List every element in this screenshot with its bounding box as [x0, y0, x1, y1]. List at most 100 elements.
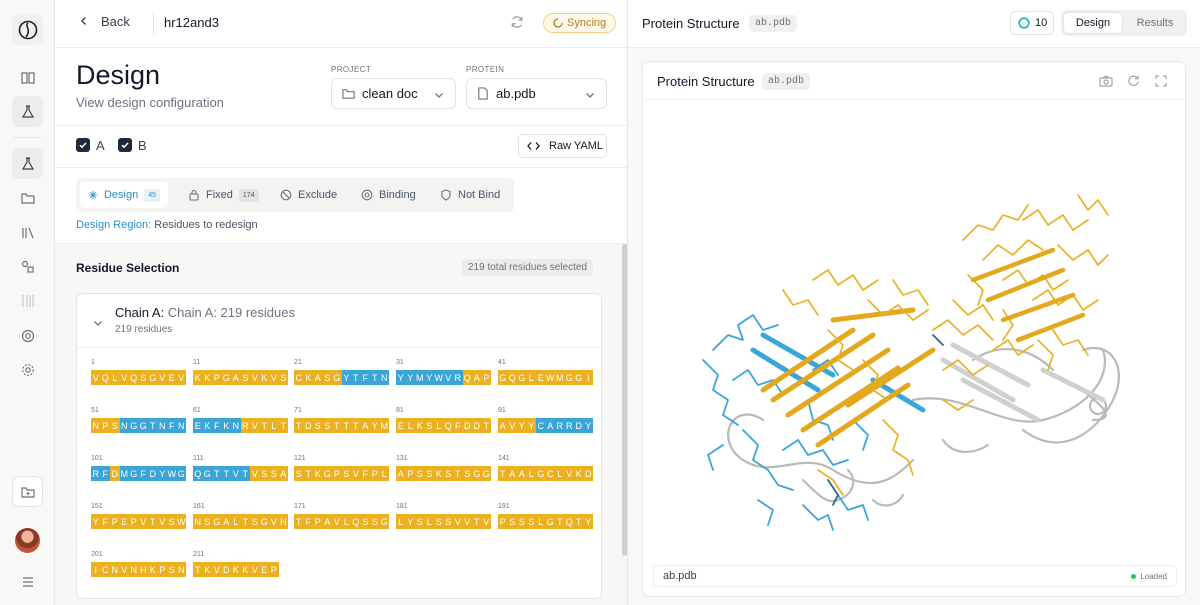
residue[interactable]: L: [526, 370, 536, 385]
residue[interactable]: L: [110, 370, 120, 385]
residue[interactable]: K: [193, 370, 203, 385]
design-toggle-button[interactable]: Design: [1063, 12, 1123, 34]
residue[interactable]: W: [176, 514, 186, 529]
residue[interactable]: L: [555, 466, 565, 481]
residue[interactable]: I: [583, 370, 593, 385]
residue[interactable]: K: [574, 466, 584, 481]
residue[interactable]: M: [379, 418, 389, 433]
residue[interactable]: R: [564, 418, 574, 433]
residue[interactable]: D: [110, 466, 120, 481]
residue[interactable]: L: [269, 418, 279, 433]
residue[interactable]: C: [536, 418, 546, 433]
residue[interactable]: V: [250, 418, 260, 433]
folder-icon[interactable]: [12, 182, 43, 213]
support-icon[interactable]: [12, 320, 43, 351]
molecule-viewer[interactable]: [643, 100, 1187, 565]
residue[interactable]: D: [221, 562, 231, 577]
residue[interactable]: G: [148, 370, 158, 385]
residue[interactable]: Q: [100, 370, 110, 385]
residue[interactable]: Q: [443, 418, 453, 433]
residue[interactable]: D: [148, 466, 158, 481]
residue[interactable]: V: [157, 514, 167, 529]
residue[interactable]: W: [167, 466, 177, 481]
residue[interactable]: F: [360, 370, 370, 385]
residue[interactable]: G: [574, 370, 584, 385]
residue[interactable]: S: [424, 466, 434, 481]
residue[interactable]: S: [250, 514, 260, 529]
residue[interactable]: Y: [526, 418, 536, 433]
residue[interactable]: G: [379, 514, 389, 529]
residue[interactable]: V: [443, 370, 453, 385]
residue[interactable]: Y: [405, 370, 415, 385]
residue[interactable]: A: [545, 418, 555, 433]
residue[interactable]: A: [231, 370, 241, 385]
residue[interactable]: K: [259, 370, 269, 385]
residue[interactable]: T: [481, 418, 491, 433]
residue[interactable]: T: [555, 514, 565, 529]
residue[interactable]: R: [91, 466, 101, 481]
residue[interactable]: E: [119, 514, 129, 529]
residue[interactable]: S: [415, 466, 425, 481]
residue[interactable]: A: [360, 418, 370, 433]
residue[interactable]: G: [536, 466, 546, 481]
residue[interactable]: S: [278, 370, 288, 385]
tab-binding[interactable]: Binding: [353, 182, 424, 208]
residue[interactable]: P: [313, 514, 323, 529]
project-select[interactable]: clean doc: [331, 78, 456, 109]
flask-icon[interactable]: [12, 148, 43, 179]
residue[interactable]: V: [176, 370, 186, 385]
residue[interactable]: A: [322, 514, 332, 529]
residue[interactable]: S: [526, 514, 536, 529]
residue[interactable]: T: [351, 370, 361, 385]
residue[interactable]: A: [507, 466, 517, 481]
residue[interactable]: K: [415, 418, 425, 433]
residue[interactable]: V: [250, 466, 260, 481]
residue[interactable]: T: [240, 514, 250, 529]
chevron-down-icon[interactable]: [93, 315, 103, 333]
residue[interactable]: C: [294, 370, 304, 385]
residue[interactable]: L: [396, 514, 406, 529]
residue[interactable]: R: [555, 418, 565, 433]
residue[interactable]: W: [545, 370, 555, 385]
residue[interactable]: S: [370, 514, 380, 529]
residue[interactable]: G: [138, 418, 148, 433]
results-toggle-button[interactable]: Results: [1136, 17, 1174, 29]
residue[interactable]: N: [129, 562, 139, 577]
residue[interactable]: Y: [370, 418, 380, 433]
residue[interactable]: T: [148, 418, 158, 433]
residue[interactable]: L: [424, 514, 434, 529]
residue[interactable]: D: [462, 418, 472, 433]
residue[interactable]: F: [167, 418, 177, 433]
residue[interactable]: S: [443, 466, 453, 481]
residue[interactable]: S: [434, 514, 444, 529]
residue[interactable]: S: [443, 514, 453, 529]
residue[interactable]: T: [278, 418, 288, 433]
residue[interactable]: T: [370, 370, 380, 385]
residue[interactable]: T: [303, 466, 313, 481]
residue[interactable]: A: [498, 418, 508, 433]
camera-icon[interactable]: [1099, 74, 1113, 92]
residue[interactable]: S: [167, 514, 177, 529]
residue[interactable]: Q: [351, 514, 361, 529]
residue[interactable]: A: [313, 370, 323, 385]
residue[interactable]: G: [517, 370, 527, 385]
refresh-icon[interactable]: [510, 15, 524, 34]
residue[interactable]: V: [119, 562, 129, 577]
residue[interactable]: A: [472, 370, 482, 385]
chain-b-checkbox[interactable]: [118, 138, 132, 152]
residue[interactable]: Q: [507, 370, 517, 385]
residue[interactable]: D: [303, 418, 313, 433]
residue[interactable]: T: [341, 418, 351, 433]
residue[interactable]: K: [231, 562, 241, 577]
residue[interactable]: V: [564, 466, 574, 481]
residue[interactable]: G: [481, 466, 491, 481]
residue[interactable]: S: [240, 370, 250, 385]
residue[interactable]: T: [332, 418, 342, 433]
residue[interactable]: F: [360, 466, 370, 481]
residue[interactable]: L: [379, 466, 389, 481]
book-icon[interactable]: [12, 62, 43, 93]
residue[interactable]: K: [202, 370, 212, 385]
residue[interactable]: T: [294, 514, 304, 529]
residue[interactable]: A: [278, 466, 288, 481]
residue[interactable]: V: [453, 514, 463, 529]
